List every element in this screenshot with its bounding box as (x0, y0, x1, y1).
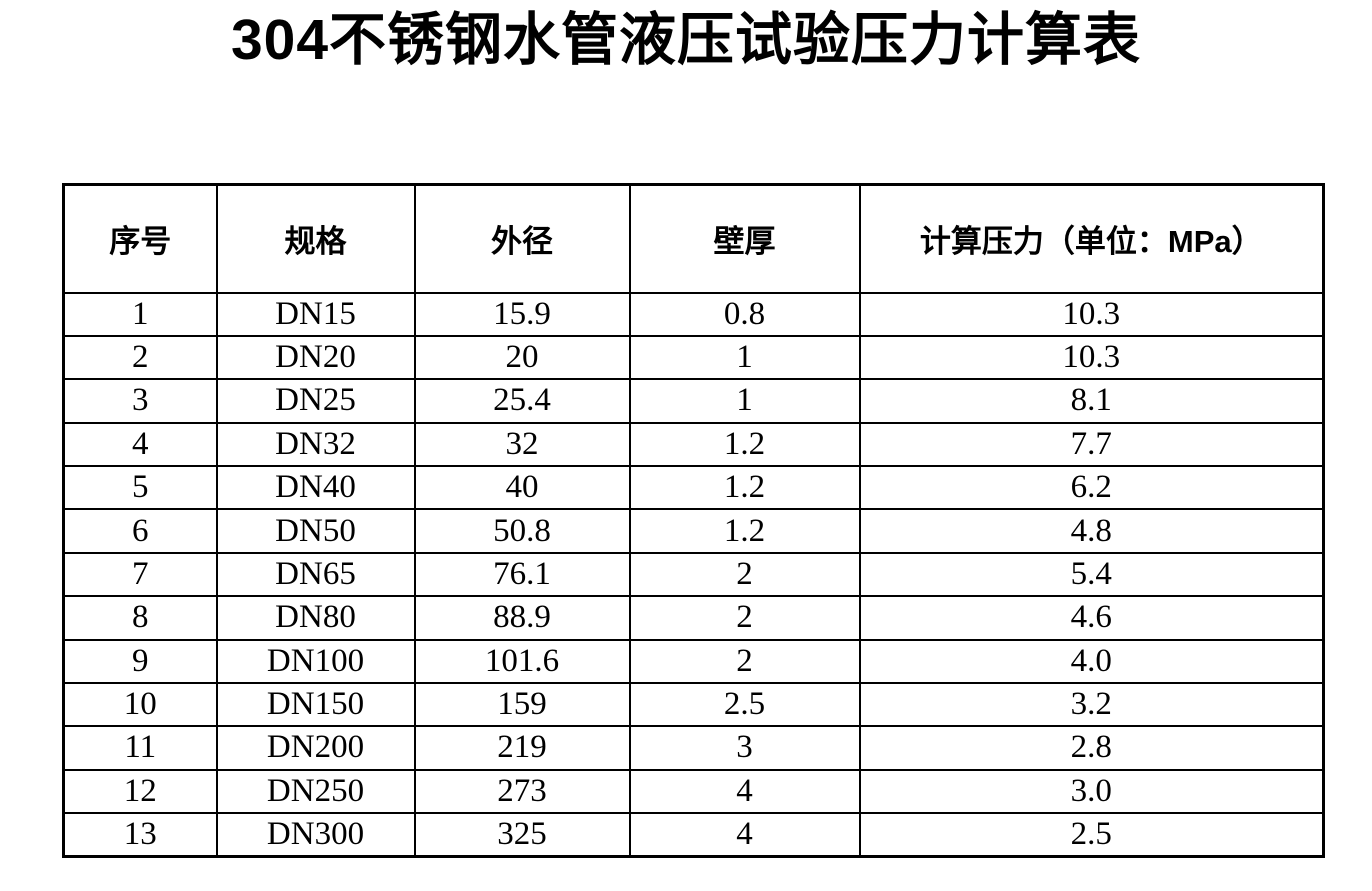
cell-calculated-pressure: 10.3 (858, 291, 1325, 337)
cell-wall-thickness: 1.2 (628, 508, 861, 554)
cell-specification: DN150 (215, 681, 416, 728)
cell-wall-thickness: 1 (628, 378, 861, 424)
cell-serial-number: 4 (62, 421, 218, 468)
table-row: 4 DN32 32 1.2 7.7 (62, 421, 1325, 468)
cell-serial-number: 12 (62, 768, 218, 815)
cell-wall-thickness: 1 (628, 334, 861, 381)
cell-specification: DN300 (215, 812, 416, 858)
pressure-table: 序号 规格 外径 壁厚 计算压力（单位：MPa） 1 DN15 15.9 0.8 10.… (62, 183, 1325, 858)
cell-wall-thickness: 2 (628, 595, 861, 641)
cell-specification: DN20 (215, 334, 416, 381)
col-header-calculated-pressure: 计算压力（单位：MPa） (858, 183, 1325, 294)
cell-calculated-pressure: 4.0 (858, 638, 1325, 684)
cell-wall-thickness: 2.5 (628, 681, 861, 728)
cell-wall-thickness: 1.2 (628, 464, 861, 511)
cell-wall-thickness: 4 (628, 812, 861, 858)
cell-calculated-pressure: 7.7 (858, 421, 1325, 468)
cell-wall-thickness: 2 (628, 551, 861, 598)
cell-specification: DN40 (215, 464, 416, 511)
cell-outer-diameter: 101.6 (413, 638, 631, 684)
table-row: 3 DN25 25.4 1 8.1 (62, 378, 1325, 424)
cell-specification: DN80 (215, 595, 416, 641)
cell-outer-diameter: 50.8 (413, 508, 631, 554)
cell-specification: DN15 (215, 291, 416, 337)
cell-serial-number: 5 (62, 464, 218, 511)
cell-outer-diameter: 159 (413, 681, 631, 728)
table-row: 6 DN50 50.8 1.2 4.8 (62, 508, 1325, 554)
table-row: 1 DN15 15.9 0.8 10.3 (62, 291, 1325, 337)
table-header-row: 序号 规格 外径 壁厚 计算压力（单位：MPa） (62, 183, 1325, 294)
page-title: 304不锈钢水管液压试验压力计算表 (230, 8, 1142, 72)
table-row: 13 DN300 325 4 2.5 (62, 812, 1325, 858)
cell-specification: DN250 (215, 768, 416, 815)
cell-wall-thickness: 2 (628, 638, 861, 684)
cell-outer-diameter: 219 (413, 725, 631, 771)
cell-serial-number: 9 (62, 638, 218, 684)
cell-specification: DN100 (215, 638, 416, 684)
table-row: 8 DN80 88.9 2 4.6 (62, 595, 1325, 641)
cell-specification: DN50 (215, 508, 416, 554)
cell-serial-number: 2 (62, 334, 218, 381)
cell-serial-number: 7 (62, 551, 218, 598)
table-row: 9 DN100 101.6 2 4.0 (62, 638, 1325, 684)
cell-outer-diameter: 25.4 (413, 378, 631, 424)
cell-outer-diameter: 15.9 (413, 291, 631, 337)
cell-specification: DN200 (215, 725, 416, 771)
cell-calculated-pressure: 3.0 (858, 768, 1325, 815)
cell-calculated-pressure: 5.4 (858, 551, 1325, 598)
cell-calculated-pressure: 3.2 (858, 681, 1325, 728)
cell-outer-diameter: 273 (413, 768, 631, 815)
cell-wall-thickness: 0.8 (628, 291, 861, 337)
cell-serial-number: 10 (62, 681, 218, 728)
cell-serial-number: 11 (62, 725, 218, 771)
cell-serial-number: 3 (62, 378, 218, 424)
cell-wall-thickness: 3 (628, 725, 861, 771)
cell-wall-thickness: 1.2 (628, 421, 861, 468)
cell-calculated-pressure: 2.5 (858, 812, 1325, 858)
cell-calculated-pressure: 4.8 (858, 508, 1325, 554)
cell-outer-diameter: 40 (413, 464, 631, 511)
col-header-specification: 规格 (215, 183, 416, 294)
cell-serial-number: 6 (62, 508, 218, 554)
cell-outer-diameter: 32 (413, 421, 631, 468)
cell-calculated-pressure: 6.2 (858, 464, 1325, 511)
cell-calculated-pressure: 8.1 (858, 378, 1325, 424)
cell-serial-number: 1 (62, 291, 218, 337)
table-row: 11 DN200 219 3 2.8 (62, 725, 1325, 771)
col-header-wall-thickness: 壁厚 (628, 183, 861, 294)
table-row: 12 DN250 273 4 3.0 (62, 768, 1325, 815)
table-body: 1 DN15 15.9 0.8 10.3 2 DN20 20 1 10.3 3 DN25 25.4 1 8.… (62, 291, 1325, 858)
cell-outer-diameter: 325 (413, 812, 631, 858)
cell-specification: DN65 (215, 551, 416, 598)
cell-calculated-pressure: 10.3 (858, 334, 1325, 381)
col-header-outer-diameter: 外径 (413, 183, 631, 294)
cell-serial-number: 13 (62, 812, 218, 858)
col-header-serial-number: 序号 (62, 183, 218, 294)
cell-outer-diameter: 88.9 (413, 595, 631, 641)
table-row: 10 DN150 159 2.5 3.2 (62, 681, 1325, 728)
cell-specification: DN32 (215, 421, 416, 468)
table-row: 5 DN40 40 1.2 6.2 (62, 464, 1325, 511)
cell-calculated-pressure: 4.6 (858, 595, 1325, 641)
cell-calculated-pressure: 2.8 (858, 725, 1325, 771)
cell-specification: DN25 (215, 378, 416, 424)
table-header: 序号 规格 外径 壁厚 计算压力（单位：MPa） (62, 183, 1325, 294)
table-row: 7 DN65 76.1 2 5.4 (62, 551, 1325, 598)
cell-outer-diameter: 20 (413, 334, 631, 381)
cell-outer-diameter: 76.1 (413, 551, 631, 598)
cell-serial-number: 8 (62, 595, 218, 641)
table-row: 2 DN20 20 1 10.3 (62, 334, 1325, 381)
cell-wall-thickness: 4 (628, 768, 861, 815)
